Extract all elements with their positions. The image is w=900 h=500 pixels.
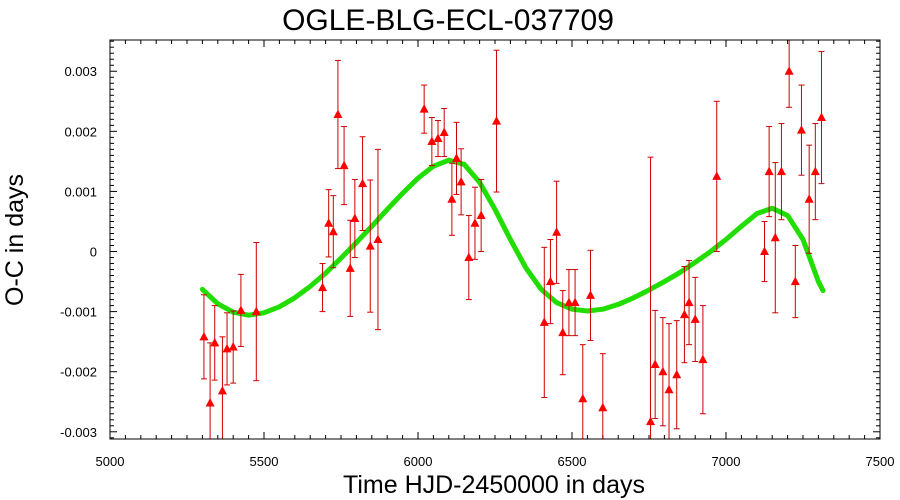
- data-point-marker: [679, 309, 689, 319]
- data-point-marker: [564, 297, 574, 307]
- data-point-marker: [684, 297, 694, 307]
- fit-curve-line: [199, 157, 826, 318]
- data-point-marker: [452, 153, 461, 162]
- data-point-marker: [646, 416, 656, 426]
- data-point-marker: [690, 314, 700, 323]
- observations-layer: [199, 40, 826, 439]
- data-point-marker: [456, 176, 466, 186]
- data-point-marker: [658, 366, 668, 376]
- x-tick-label: 6000: [404, 454, 433, 469]
- x-tick-label: 7000: [712, 454, 741, 469]
- fit-curve-layer: [199, 157, 826, 318]
- data-point-marker: [492, 116, 502, 125]
- data-point-marker: [433, 133, 443, 143]
- data-point-marker: [345, 263, 355, 272]
- y-tick-label: 0.002: [64, 124, 97, 139]
- data-point-marker: [578, 393, 588, 403]
- data-point-marker: [760, 246, 769, 256]
- x-tick-label: 5500: [250, 454, 279, 469]
- x-axis-label: Time HJD-2450000 in days: [343, 471, 645, 499]
- data-point-marker: [804, 194, 814, 203]
- data-point-marker: [664, 384, 674, 394]
- data-point-marker: [419, 104, 429, 113]
- data-point-marker: [350, 213, 360, 222]
- x-tick-label: 6500: [558, 454, 587, 469]
- x-axis-ticks: 5000 5500 6000 6500 7000 7500: [96, 40, 895, 469]
- data-point-marker: [552, 227, 562, 236]
- y-tick-label: 0.001: [64, 184, 97, 199]
- data-point-marker: [339, 160, 349, 170]
- y-axis-ticks: -0.003 -0.002 -0.001 0 0.001 0.002 0.003: [60, 40, 880, 440]
- chart-title: OGLE-BLG-ECL-037709: [282, 4, 614, 37]
- y-axis-label: O-C in days: [1, 174, 29, 306]
- data-point-marker: [439, 127, 449, 137]
- data-point-marker: [585, 290, 595, 299]
- data-point-marker: [365, 241, 375, 250]
- data-point-marker: [672, 369, 682, 379]
- data-point-marker: [784, 66, 794, 75]
- plot-frame: [109, 39, 881, 440]
- data-point-marker: [712, 171, 722, 180]
- data-point-marker: [598, 402, 608, 412]
- data-point-marker: [776, 166, 786, 176]
- data-point-marker: [358, 178, 368, 188]
- data-point-marker: [217, 385, 227, 395]
- y-tick-label: -0.001: [60, 305, 97, 320]
- data-point-marker: [318, 282, 328, 292]
- data-point-marker: [770, 232, 780, 242]
- data-point-marker: [470, 218, 480, 227]
- data-point-marker: [427, 136, 437, 146]
- data-point-marker: [210, 337, 220, 347]
- y-tick-label: -0.003: [60, 425, 97, 440]
- data-point-marker: [333, 109, 343, 119]
- data-point-marker: [796, 125, 806, 134]
- data-point-marker: [464, 252, 474, 262]
- data-point-marker: [447, 194, 457, 203]
- data-point-marker: [199, 331, 209, 341]
- y-tick-label: 0.003: [64, 64, 97, 79]
- y-tick-label: -0.002: [60, 365, 97, 380]
- x-tick-label: 5000: [96, 454, 125, 469]
- data-point-marker: [324, 218, 334, 227]
- data-point-marker: [545, 276, 555, 286]
- data-point-marker: [251, 306, 261, 316]
- data-point-marker: [373, 234, 383, 243]
- x-tick-label: 7500: [866, 454, 895, 469]
- data-point-marker: [205, 397, 215, 407]
- data-point-marker: [328, 226, 338, 236]
- data-point-marker: [816, 112, 826, 122]
- data-point-marker: [810, 166, 820, 176]
- data-point-marker: [764, 166, 774, 176]
- data-point-marker: [236, 305, 246, 314]
- data-point-marker: [570, 297, 580, 307]
- y-tick-label: 0: [90, 245, 97, 260]
- data-point-marker: [228, 342, 238, 351]
- data-point-marker: [558, 327, 568, 337]
- data-point-marker: [790, 276, 800, 286]
- data-point-marker: [650, 359, 660, 368]
- data-point-marker: [698, 354, 708, 364]
- data-point-marker: [539, 317, 549, 326]
- data-point-marker: [476, 210, 486, 219]
